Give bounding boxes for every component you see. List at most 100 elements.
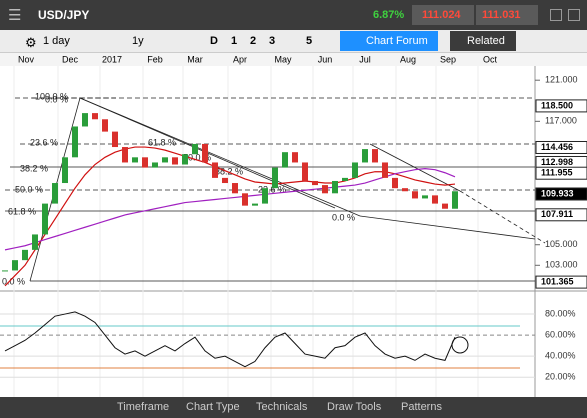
candle	[22, 249, 28, 261]
rsi-tick-label: 40.00%	[545, 351, 576, 361]
price-tag-label: 109.933	[541, 188, 574, 198]
month-label: 2017	[102, 54, 122, 64]
bottom-item[interactable]: Patterns	[401, 401, 442, 413]
fib-label: 50.0 %	[183, 152, 211, 162]
sell-price: 111.024	[422, 9, 461, 21]
candle	[392, 177, 398, 189]
pair: USD/JPY	[38, 8, 90, 22]
bottom-item[interactable]: Chart Type	[186, 401, 240, 413]
candle	[152, 162, 158, 168]
price-tag-label: 118.500	[541, 100, 573, 110]
fib-label: 0.0 %	[332, 212, 355, 222]
top-bar: ☰ USD/JPY 6.87% 111.024 111.031	[0, 0, 587, 30]
candle	[12, 260, 18, 271]
window-icon[interactable]	[550, 9, 562, 21]
buy-price: 111.031	[482, 9, 521, 21]
candle	[82, 113, 88, 127]
bottom-item[interactable]: Timeframe	[117, 401, 170, 413]
candle	[322, 185, 328, 194]
purple-average	[4, 168, 456, 251]
candle	[112, 131, 118, 148]
related-button[interactable]: Related	[450, 31, 516, 51]
candle	[122, 147, 128, 163]
period[interactable]: 5	[306, 35, 313, 47]
range[interactable]: 1y	[132, 35, 144, 47]
candle	[192, 143, 198, 155]
candle	[362, 149, 368, 163]
candle	[312, 180, 318, 186]
bottom-item[interactable]: Technicals	[256, 401, 308, 413]
candle	[2, 270, 8, 272]
candle	[232, 183, 238, 194]
rsi-line	[4, 311, 456, 368]
gear[interactable]: ⚙	[25, 35, 37, 50]
chart: Nov Dec 2017 Feb Mar Apr May Jun Jul Aug Sep Oct 121…	[0, 53, 587, 397]
candle	[352, 162, 358, 178]
fib-label: 0.0 %	[2, 276, 25, 286]
interval[interactable]: 1 day	[43, 35, 70, 47]
fib-label: 50.0 %	[15, 184, 43, 194]
trend-line	[459, 190, 546, 244]
period[interactable]: 3	[269, 35, 276, 47]
candle	[202, 143, 208, 163]
candle	[342, 177, 348, 181]
y-tick-label: 121.000	[545, 75, 578, 85]
fib-label: 61.8 %	[148, 137, 176, 147]
rsi-tick-label: 20.00%	[545, 372, 576, 382]
candle	[142, 157, 148, 168]
bottom-item[interactable]: Draw Tools	[327, 401, 382, 413]
candle	[452, 191, 458, 209]
price-tag	[535, 187, 587, 201]
month-label: Aug	[400, 54, 416, 64]
month-label: Oct	[483, 54, 498, 64]
price-tag-label: 114.456	[541, 142, 573, 152]
candle	[402, 188, 408, 192]
candle	[212, 162, 218, 178]
fib-label: 100.0 %	[35, 91, 68, 101]
forum-label: Chart Forum	[366, 35, 428, 47]
trend-line	[369, 143, 461, 192]
fib-label: 23.6 %	[30, 137, 58, 147]
price-tag	[535, 166, 587, 180]
window-icon[interactable]	[568, 9, 580, 21]
forum-button[interactable]: Chart Forum	[340, 31, 438, 51]
sell-box[interactable]: 111.024	[412, 5, 474, 25]
candle	[132, 157, 138, 163]
fib-label: 61.8 %	[8, 206, 36, 216]
price-tag	[535, 208, 587, 222]
change: 6.87%	[373, 9, 405, 21]
price-tag-label: 112.998	[541, 157, 573, 167]
candle	[372, 149, 378, 163]
period[interactable]: 1	[231, 35, 238, 47]
buy-box[interactable]: 111.031	[476, 5, 538, 25]
price-tag	[535, 275, 587, 289]
month-label: Jul	[359, 54, 371, 64]
menu-icon[interactable]: ☰	[8, 7, 22, 24]
price-tag-label: 111.955	[541, 168, 573, 178]
trend-line	[359, 215, 536, 240]
period[interactable]: 2	[250, 35, 257, 47]
month-label: Mar	[187, 54, 203, 64]
candle	[42, 203, 48, 235]
annotation-circle	[451, 336, 469, 354]
candle	[382, 162, 388, 178]
month-label: Sep	[440, 54, 456, 64]
rsi-tick-label: 80.00%	[545, 308, 576, 318]
candle	[332, 180, 338, 194]
price-tag-label: 107.911	[541, 209, 573, 219]
month-axis	[0, 53, 587, 66]
price-tag	[535, 99, 587, 113]
fib-label: 0.0 %	[45, 94, 68, 104]
period[interactable]: D	[210, 35, 218, 47]
candle	[242, 193, 248, 206]
candle	[62, 157, 68, 184]
candle	[282, 152, 288, 168]
candle	[422, 195, 428, 199]
candle	[182, 154, 188, 165]
month-label: Nov	[18, 54, 35, 64]
candle	[52, 183, 58, 204]
bottom-bar: Timeframe Chart Type Technicals Draw Tools P…	[0, 397, 587, 418]
price-tag	[535, 140, 587, 154]
price-axis	[535, 66, 587, 397]
